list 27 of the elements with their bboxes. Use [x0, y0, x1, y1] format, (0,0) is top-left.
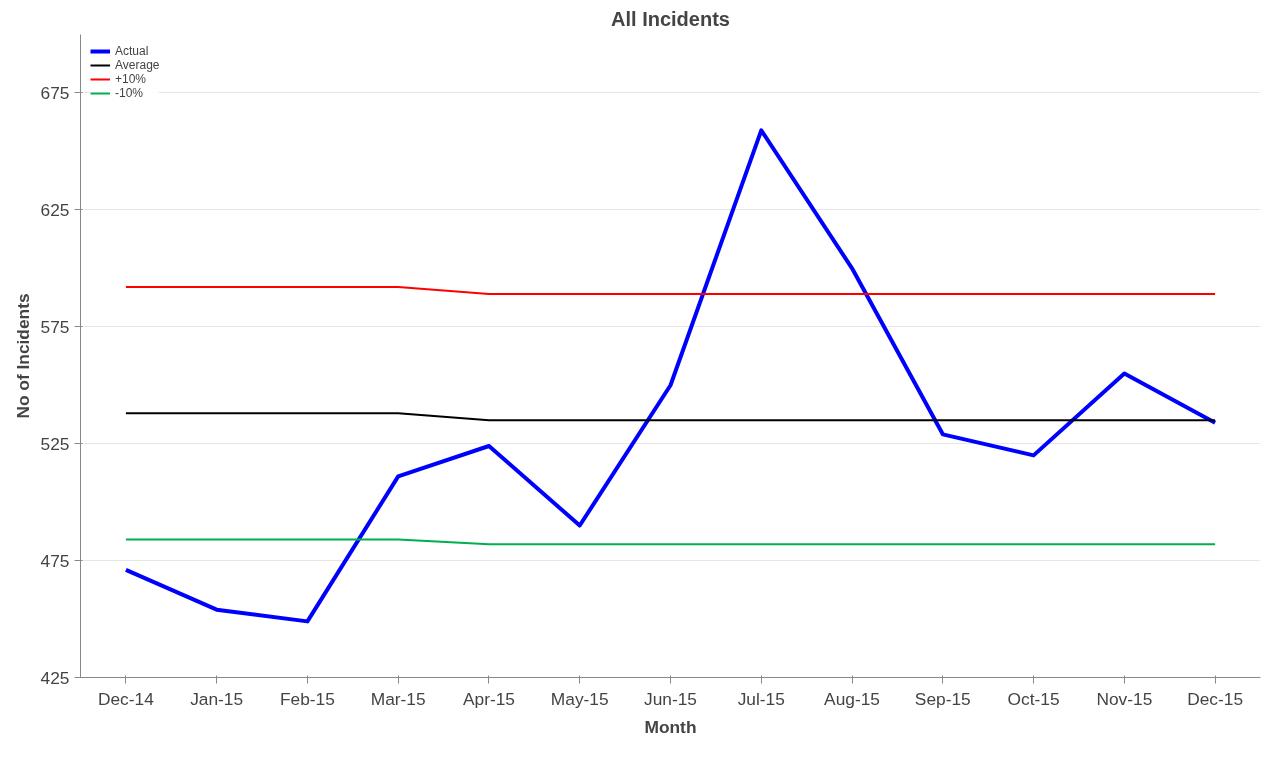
legend-label: Average [115, 58, 160, 72]
y-tick-label: 575 [40, 316, 70, 337]
x-tick-label: Aug-15 [824, 688, 880, 709]
y-tick-label: 425 [40, 667, 70, 688]
legend-label: Actual [115, 44, 149, 58]
y-tick-label: 475 [40, 550, 70, 571]
x-tick-label: Oct-15 [1007, 688, 1060, 709]
x-tick-label: Sep-15 [914, 688, 971, 709]
y-tick-label: 675 [40, 82, 70, 103]
y-tick-label: 525 [40, 433, 70, 454]
x-tick-label: Dec-15 [1187, 688, 1244, 709]
x-tick-label: Feb-15 [279, 688, 335, 709]
chart-title: All Incidents [611, 7, 730, 30]
x-tick-label: Jul-15 [737, 688, 785, 709]
y-axis-title: No of Incidents [12, 293, 33, 419]
x-tick-label: Jun-15 [644, 688, 697, 709]
line-series [123, 128, 1218, 624]
legend-label: -10% [115, 86, 144, 100]
legend-label: +10% [115, 72, 147, 86]
y-tick-label: 625 [40, 199, 70, 220]
x-tick-label: Dec-14 [97, 688, 155, 709]
x-tick-label: Mar-15 [370, 688, 426, 709]
x-tick-label: Apr-15 [462, 688, 515, 709]
x-tick-label: May-15 [550, 688, 609, 709]
x-axis-title: Month [644, 716, 697, 737]
x-tick-label: Jan-15 [190, 688, 244, 709]
x-tick-label: Nov-15 [1096, 688, 1153, 709]
